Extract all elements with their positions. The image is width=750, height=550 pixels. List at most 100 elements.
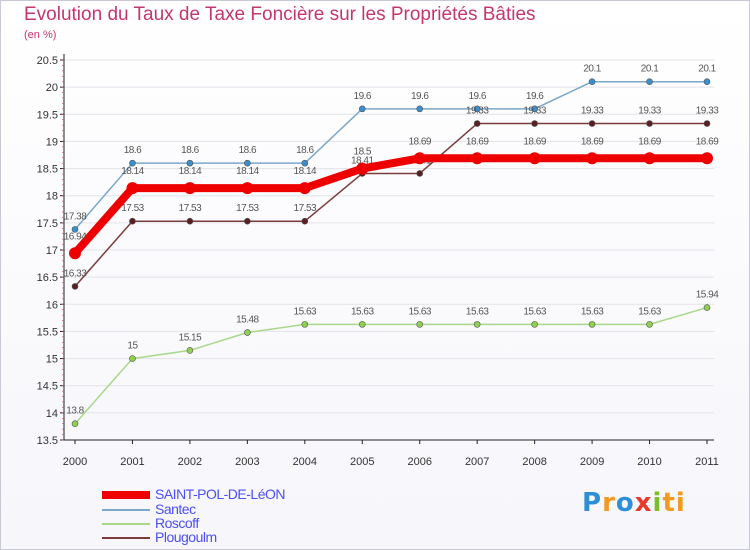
x-tick-label: 2005 bbox=[350, 456, 374, 468]
data-label: 20.1 bbox=[641, 64, 659, 75]
data-point bbox=[129, 159, 136, 167]
data-point bbox=[71, 420, 79, 428]
data-label: 18.14 bbox=[179, 166, 202, 177]
data-point bbox=[703, 120, 711, 127]
data-point bbox=[244, 217, 251, 225]
data-point bbox=[186, 159, 194, 167]
data-point bbox=[646, 120, 653, 127]
data-label: 15.48 bbox=[236, 315, 259, 326]
data-point bbox=[588, 78, 596, 86]
data-point bbox=[183, 182, 196, 195]
y-tick-label: 20 bbox=[46, 82, 58, 94]
data-point bbox=[416, 321, 424, 328]
data-label: 18.69 bbox=[466, 136, 489, 147]
chart-title: Evolution du Taux de Taxe Foncière sur l… bbox=[24, 4, 536, 25]
legend-label: SAINT-POL-DE-LéON bbox=[155, 486, 285, 502]
data-label: 18.14 bbox=[236, 166, 259, 177]
data-point bbox=[588, 120, 596, 127]
x-tick-label: 2001 bbox=[120, 456, 144, 468]
series-line bbox=[74, 122, 708, 288]
y-tick-label: 16 bbox=[46, 299, 58, 311]
data-point bbox=[646, 78, 653, 86]
data-point bbox=[71, 226, 79, 233]
data-label: 18.69 bbox=[696, 136, 719, 147]
x-tick-label: 2007 bbox=[465, 456, 489, 468]
data-label: 19.6 bbox=[468, 91, 486, 102]
legend-swatch bbox=[102, 509, 150, 511]
data-point bbox=[69, 247, 81, 260]
data-point bbox=[646, 321, 653, 328]
data-label: 18.6 bbox=[124, 145, 142, 156]
data-label: 17.53 bbox=[121, 203, 144, 214]
data-label: 15.63 bbox=[408, 306, 431, 317]
x-tick-label: 2008 bbox=[522, 456, 546, 468]
data-label: 17.53 bbox=[236, 203, 259, 214]
data-point bbox=[129, 217, 136, 225]
data-label: 18.14 bbox=[294, 166, 317, 177]
data-label: 18.69 bbox=[581, 136, 604, 147]
series-line bbox=[74, 80, 708, 231]
data-point bbox=[531, 120, 538, 127]
y-tick-label: 18.5 bbox=[37, 164, 58, 176]
x-tick-label: 2009 bbox=[580, 456, 604, 468]
proxiti-logo: Proxiti bbox=[582, 488, 686, 518]
data-label: 18.69 bbox=[523, 136, 546, 147]
data-label: 18.69 bbox=[408, 136, 431, 147]
data-label: 18.6 bbox=[239, 145, 257, 156]
data-label: 18.6 bbox=[296, 145, 314, 156]
data-label: 19.6 bbox=[411, 91, 429, 102]
data-point bbox=[186, 217, 194, 225]
data-label: 15.63 bbox=[523, 306, 546, 317]
data-point bbox=[586, 152, 599, 165]
data-label: 18.69 bbox=[638, 136, 661, 147]
data-label: 16.94 bbox=[64, 231, 87, 242]
data-label: 16.33 bbox=[64, 268, 87, 279]
data-label: 15.63 bbox=[294, 306, 317, 317]
data-label: 19.33 bbox=[466, 106, 489, 117]
data-point bbox=[241, 182, 254, 195]
data-label: 19.6 bbox=[526, 91, 544, 102]
data-label: 18.41 bbox=[351, 155, 374, 166]
y-tick-label: 13.5 bbox=[37, 435, 58, 447]
data-point bbox=[244, 159, 251, 167]
data-label: 18.14 bbox=[121, 166, 144, 177]
y-tick-label: 19 bbox=[46, 136, 58, 148]
y-tick-label: 16.5 bbox=[37, 272, 58, 284]
data-point bbox=[358, 105, 366, 113]
x-tick-label: 2002 bbox=[178, 456, 202, 468]
data-label: 19.33 bbox=[581, 106, 604, 117]
data-point bbox=[356, 162, 369, 175]
data-point bbox=[301, 159, 309, 167]
chart-unit-label: (en %) bbox=[24, 29, 57, 41]
y-tick-label: 15 bbox=[46, 354, 58, 366]
legend-label: Roscoff bbox=[155, 515, 199, 531]
legend-swatch bbox=[102, 523, 150, 525]
data-point bbox=[301, 321, 309, 328]
data-point bbox=[701, 152, 713, 165]
legend-label: Santec bbox=[155, 501, 196, 517]
data-label: 15.63 bbox=[638, 306, 661, 317]
y-tick-label: 15.5 bbox=[37, 326, 58, 338]
y-tick-label: 14 bbox=[46, 408, 58, 420]
x-tick-label: 2003 bbox=[235, 456, 259, 468]
data-point bbox=[416, 170, 424, 177]
data-label: 18.6 bbox=[181, 145, 199, 156]
data-point bbox=[643, 152, 656, 165]
data-point bbox=[413, 152, 426, 165]
y-tick-label: 17.5 bbox=[37, 218, 58, 230]
data-label: 17.53 bbox=[179, 203, 202, 214]
data-label: 13.8 bbox=[66, 406, 84, 417]
y-tick-label: 14.5 bbox=[37, 381, 58, 393]
data-label: 19.6 bbox=[354, 91, 372, 102]
y-tick-label: 20.5 bbox=[37, 55, 58, 67]
data-label: 17.53 bbox=[294, 203, 317, 214]
data-label: 15 bbox=[127, 341, 138, 352]
data-label: 15.15 bbox=[179, 332, 202, 343]
data-label: 15.63 bbox=[581, 306, 604, 317]
data-label: 19.33 bbox=[696, 106, 719, 117]
y-tick-label: 19.5 bbox=[37, 109, 58, 121]
data-point bbox=[531, 321, 538, 328]
data-point bbox=[416, 105, 424, 113]
